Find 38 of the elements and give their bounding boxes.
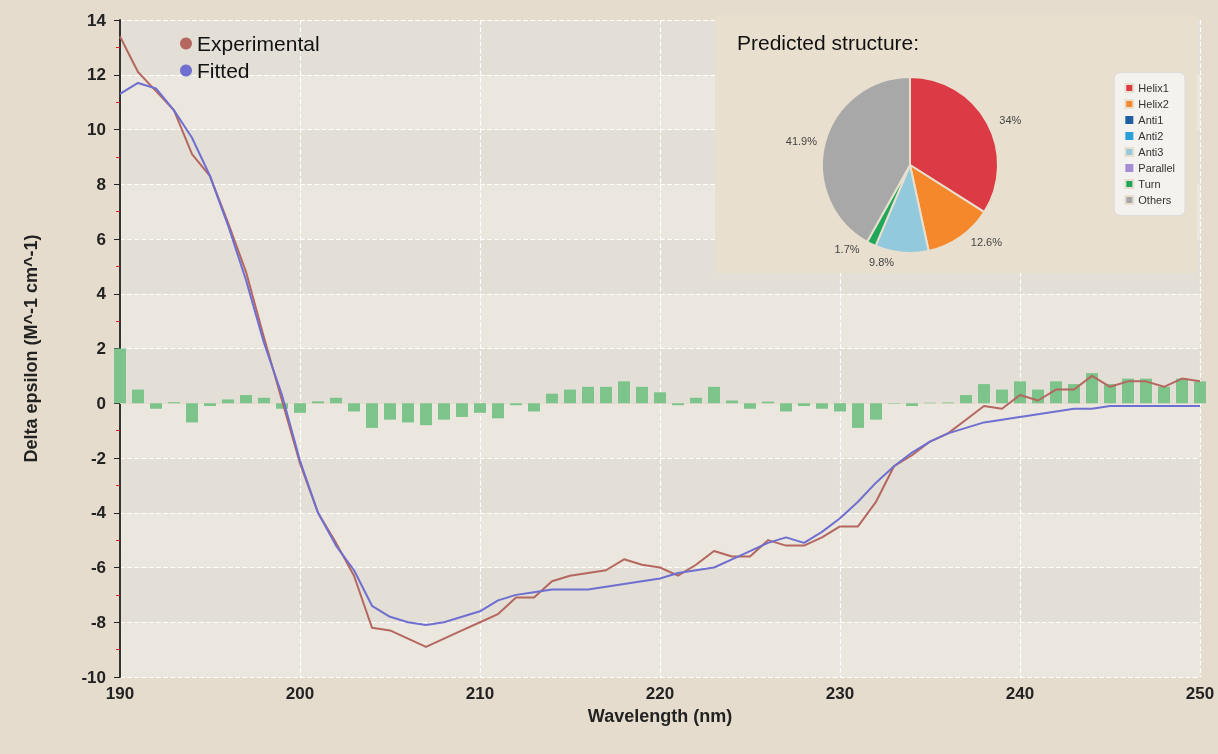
y-tick-label: 12 [87,65,106,85]
chart-title: Predicted structure: [737,31,920,54]
legend-label: Anti2 [1138,130,1164,142]
legend-label: Helix2 [1138,98,1169,110]
y-tick-label: -6 [90,558,106,577]
data-label: 41.9% [785,135,818,148]
y-tick-label: -4 [90,503,107,523]
data-label: 1.7% [834,243,860,256]
y-tick-label: -8 [90,612,106,632]
x-tick-label: 230 [825,684,855,703]
x-tick-label: 240 [1005,684,1035,703]
x-tick-label: 220 [645,684,675,703]
legend-label: Parallel [1138,162,1175,174]
legend-label: Anti3 [1138,146,1164,158]
legend-label: Anti1 [1138,114,1164,126]
y-tick-label: 2 [96,339,106,358]
y-tick-label: 8 [96,174,106,194]
y-axis-title: Delta epsilon (M^-1 cm^-1) [21,234,41,463]
x-tick-label: 200 [285,684,315,703]
legend-label: Others [1138,194,1172,206]
y-tick-label: 6 [96,229,106,249]
data-label: 9.8% [869,256,895,269]
legend-label: Experimental [197,32,320,55]
data-label: 12.6% [970,236,1003,249]
y-tick-label: -10 [81,667,106,687]
legend-label: Helix1 [1138,82,1169,94]
y-tick-label: -2 [90,448,106,468]
legend-label: Fitted [197,59,250,82]
x-tick-label: 190 [105,684,135,703]
x-tick-label: 250 [1185,684,1215,703]
x-tick-label: 210 [465,684,495,703]
data-label: 34% [999,113,1022,126]
legend-label: Turn [1138,178,1161,190]
x-axis-title: Wavelength (nm) [587,706,733,726]
y-tick-label: 14 [87,10,107,30]
y-tick-label: 4 [96,284,107,304]
y-tick-label: 10 [87,120,106,139]
y-tick-label: 0 [96,393,106,413]
